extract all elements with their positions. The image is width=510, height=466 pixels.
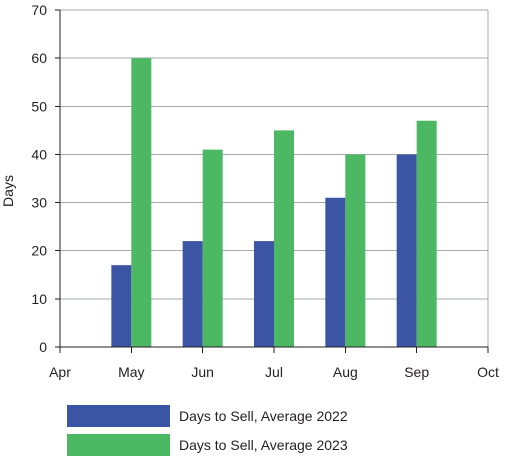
bar-chart: 0 10 20 30 40 50 60 70 Apr May Jun Jul Aug Sep Oct Da… [0,2,499,380]
x-tick-label-jun: Jun [191,364,214,380]
bar-jul-2022 [254,241,274,347]
legend-swatch-2022 [67,405,170,427]
x-tick-label-sep: Sep [404,364,429,380]
y-tick-label-70: 70 [31,2,47,18]
x-tick-label-aug: Aug [333,364,358,380]
bar-jul-2023 [274,130,294,347]
legend-item-2022: Days to Sell, Average 2022 [67,405,348,427]
x-tick-label-may: May [118,364,144,380]
legend-swatch-2023 [67,434,170,456]
y-tick-label-60: 60 [31,50,47,66]
x-tick-label-oct: Oct [477,364,499,380]
y-tick-label-10: 10 [31,291,47,307]
legend-label-2022: Days to Sell, Average 2022 [179,408,348,424]
y-tick-label-30: 30 [31,195,47,211]
x-tick-label-jul: Jul [265,364,283,380]
y-tick-label-40: 40 [31,146,47,162]
y-tick-label-20: 20 [31,243,47,259]
legend-label-2023: Days to Sell, Average 2023 [179,437,348,453]
bar-jun-2023 [202,149,223,347]
bars [111,58,437,348]
axes [55,9,489,353]
legend-item-2023: Days to Sell, Average 2023 [67,434,348,456]
bar-sep-2022 [396,154,417,347]
y-tick-labels: 0 10 20 30 40 50 60 70 [31,2,47,355]
y-axis-title: Days [0,175,16,207]
bar-may-2022 [111,265,132,347]
x-tick-label-apr: Apr [49,364,71,380]
x-tick-labels: Apr May Jun Jul Aug Sep Oct [49,364,499,380]
y-tick-label-50: 50 [31,98,47,114]
bar-aug-2022 [325,197,346,347]
bar-aug-2023 [345,154,366,347]
legend: Days to Sell, Average 2022 Days to Sell,… [67,405,348,463]
bar-jun-2022 [182,241,203,347]
bar-may-2023 [131,58,152,348]
y-tick-label-0: 0 [39,339,47,355]
bar-sep-2023 [416,120,437,347]
